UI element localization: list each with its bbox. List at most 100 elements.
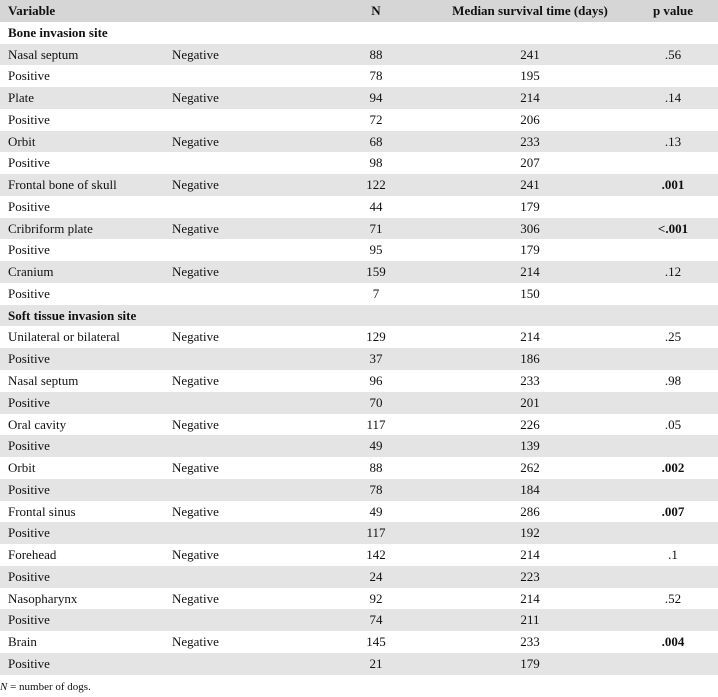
table-row: Brain Negative 145 233 .004 xyxy=(0,631,718,653)
median-cell: 184 xyxy=(520,481,540,497)
table-row: Unilateral or bilateral Negative 129 214 .25 xyxy=(0,326,718,348)
variable: Positive xyxy=(8,394,50,410)
n-cell: 74 xyxy=(369,612,383,628)
median-cell: 214 xyxy=(520,590,540,606)
median-cell: 241 xyxy=(520,177,540,193)
n-cell: 24 xyxy=(369,568,383,584)
table-row: Plate Negative 94 214 .14 xyxy=(0,87,718,109)
median-cell: 192 xyxy=(520,525,540,541)
column-header: N xyxy=(371,3,381,18)
variable: Positive xyxy=(8,568,50,584)
variable: Cranium xyxy=(8,264,54,280)
median-cell: 179 xyxy=(520,198,540,214)
variable: Positive xyxy=(8,155,50,171)
table-row: Positive 98 207 xyxy=(0,152,718,174)
n-cell: 145 xyxy=(366,634,386,650)
n-cell: 122 xyxy=(366,177,386,193)
variable: Orbit xyxy=(8,460,36,476)
median-cell: 233 xyxy=(520,373,540,389)
column-header: Median survival time (days) xyxy=(452,3,608,18)
median-cell: 207 xyxy=(520,155,540,171)
variable: Nasal septum xyxy=(8,46,79,62)
p-value: .1 xyxy=(668,547,678,563)
group: Negative xyxy=(172,133,219,149)
p-value: .05 xyxy=(664,416,682,432)
table-row: Positive 49 139 xyxy=(0,435,718,458)
n-cell: 21 xyxy=(369,655,383,671)
median-cell: 214 xyxy=(520,329,540,345)
group: Negative xyxy=(172,634,219,650)
median-cell: 226 xyxy=(520,416,540,432)
median-cell: 262 xyxy=(520,460,540,476)
group: Negative xyxy=(172,264,219,280)
table-row: Cribriform plate Negative 71 306 <.001 xyxy=(0,217,718,240)
variable: Nasopharynx xyxy=(8,590,78,606)
n-cell: 92 xyxy=(369,590,383,606)
group: Negative xyxy=(172,46,219,62)
variable: Positive xyxy=(8,68,50,84)
n-cell: 68 xyxy=(369,133,383,149)
variable: Cribriform plate xyxy=(8,220,93,236)
table-row: Positive 78 184 xyxy=(0,478,718,501)
variable: Positive xyxy=(8,525,50,541)
p-value: <.001 xyxy=(657,220,689,236)
group: Negative xyxy=(172,503,219,519)
variable: Positive xyxy=(8,612,50,628)
variable: Frontal bone of skull xyxy=(8,177,117,193)
table-row: Positive 117 192 xyxy=(0,522,718,545)
table-row: Forehead Negative 142 214 .1 xyxy=(0,544,718,566)
n-cell: 96 xyxy=(369,373,383,389)
table-row: Frontal sinus Negative 49 286 .007 xyxy=(0,501,718,523)
footnote-symbol: N xyxy=(0,681,8,693)
median-cell: 223 xyxy=(520,568,540,584)
median-cell: 179 xyxy=(520,655,540,671)
median-cell: 214 xyxy=(520,90,540,106)
n-cell: 49 xyxy=(369,438,383,454)
variable: Positive xyxy=(8,198,50,214)
median-cell: 214 xyxy=(520,547,540,563)
variable: Oral cavity xyxy=(8,416,67,432)
table-row: Orbit Negative 88 262 .002 xyxy=(0,457,718,479)
median-cell: 233 xyxy=(520,133,540,149)
table-row: Positive 72 206 xyxy=(0,109,718,131)
n-cell: 7 xyxy=(372,285,380,301)
group: Negative xyxy=(172,220,219,236)
table-row: Variable N Median survival time (days) p va… xyxy=(0,0,718,22)
table-row: Soft tissue invasion site xyxy=(0,304,718,327)
table-row: Positive 21 179 xyxy=(0,652,718,675)
n-cell: 117 xyxy=(366,416,386,432)
section-title: Bone invasion site xyxy=(8,24,108,40)
n-cell: 78 xyxy=(369,68,383,84)
p-value: .56 xyxy=(664,46,682,62)
table-row: Positive 70 201 xyxy=(0,391,718,414)
p-value: .52 xyxy=(664,590,682,606)
table-row: Positive 74 211 xyxy=(0,609,718,632)
group: Negative xyxy=(172,329,219,345)
p-value: .004 xyxy=(661,634,685,650)
median-cell: 150 xyxy=(520,285,540,301)
variable: Frontal sinus xyxy=(8,503,76,519)
group: Negative xyxy=(172,416,219,432)
table-row: Positive 95 179 xyxy=(0,239,718,261)
median-cell: 201 xyxy=(520,394,540,410)
variable: Positive xyxy=(8,438,50,454)
p-value: .13 xyxy=(664,133,682,149)
table-row: Positive 24 223 xyxy=(0,565,718,588)
median-cell: 195 xyxy=(520,68,540,84)
group: Negative xyxy=(172,373,219,389)
variable: Positive xyxy=(8,242,50,258)
p-value: .98 xyxy=(664,373,682,389)
table-row: Nasopharynx Negative 92 214 .52 xyxy=(0,588,718,610)
p-value: .001 xyxy=(661,177,685,193)
variable: Nasal septum xyxy=(8,373,79,389)
variable: Brain xyxy=(8,634,37,650)
table-row: Positive 7 150 xyxy=(0,283,718,305)
p-value: .002 xyxy=(661,460,685,476)
section-title: Soft tissue invasion site xyxy=(8,307,137,323)
median-cell: 214 xyxy=(520,264,540,280)
p-value: .12 xyxy=(664,264,682,280)
median-cell: 241 xyxy=(520,46,540,62)
table-row: Positive 44 179 xyxy=(0,196,718,218)
table-row: Bone invasion site xyxy=(0,22,718,44)
n-cell: 70 xyxy=(369,394,383,410)
